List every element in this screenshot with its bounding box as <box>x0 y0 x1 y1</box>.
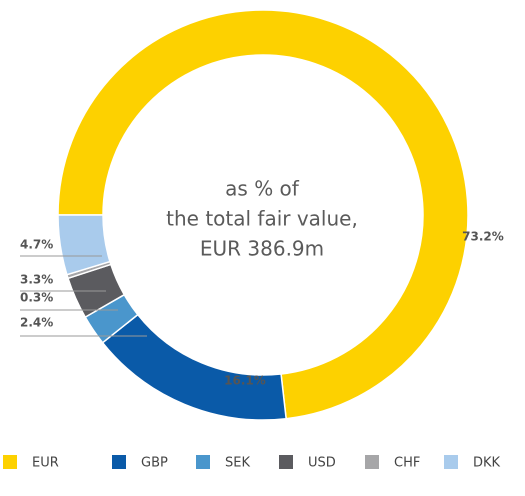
slice <box>101 313 287 421</box>
legend-swatch <box>196 455 210 469</box>
center-text: the total fair value, <box>166 207 358 231</box>
legend-swatch <box>365 455 379 469</box>
legend-label: EUR <box>32 456 59 471</box>
legend-label: GBP <box>141 456 168 471</box>
value-label: 0.3% <box>20 291 53 305</box>
slice <box>57 214 111 276</box>
legend-label: CHF <box>394 456 420 471</box>
legend-label: DKK <box>473 456 501 471</box>
legend-swatch <box>279 455 293 469</box>
legend-swatch <box>112 455 126 469</box>
value-label: 4.7% <box>20 238 53 252</box>
value-label: 2.4% <box>20 316 53 330</box>
legend-swatch <box>3 455 17 469</box>
center-text: EUR 386.9m <box>200 237 324 261</box>
slice <box>57 9 469 420</box>
legend-swatch <box>444 455 458 469</box>
value-label: 3.3% <box>20 273 53 287</box>
value-label: 73.2% <box>462 230 504 244</box>
legend-label: SEK <box>225 456 250 471</box>
value-label: 16.1% <box>224 374 266 388</box>
legend-label: USD <box>308 456 336 471</box>
center-text: as % of <box>225 177 300 201</box>
